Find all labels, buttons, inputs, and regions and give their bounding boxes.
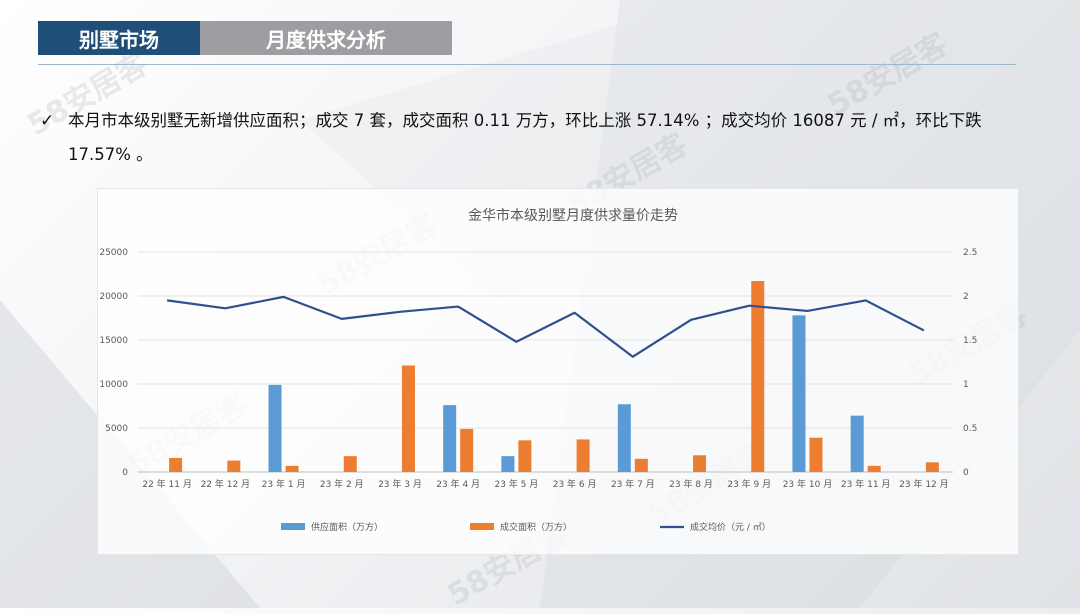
deal-area-bar bbox=[169, 457, 183, 472]
left-tick-label: 25000 bbox=[99, 248, 128, 258]
left-tick-label: 0 bbox=[122, 468, 128, 478]
deal-area-bar bbox=[576, 439, 590, 472]
left-tick-label: 5000 bbox=[105, 424, 128, 434]
supply-bar bbox=[443, 405, 457, 472]
deal-area-bar bbox=[925, 462, 939, 472]
left-axis: 0 5000 10000 15000 20000 25000 bbox=[99, 248, 128, 478]
x-tick-label: 22 年 11 月 bbox=[142, 478, 192, 490]
x-tick-label: 22 年 12 月 bbox=[201, 478, 251, 490]
chart-panel: 金华市本级别墅月度供求量价走势 0 5000 10000 15000 20000 2500… bbox=[97, 188, 1019, 555]
chart: 金华市本级别墅月度供求量价走势 0 5000 10000 15000 20000 2500… bbox=[99, 207, 977, 533]
line-series bbox=[166, 295, 925, 358]
right-tick-label: 1.5 bbox=[963, 336, 977, 346]
left-tick-label: 20000 bbox=[99, 292, 128, 302]
legend-swatch bbox=[281, 523, 305, 530]
tab-villa-market[interactable]: 别墅市场 bbox=[38, 21, 200, 55]
deal-area-bar bbox=[693, 455, 707, 472]
x-tick-label: 23 年 9 月 bbox=[727, 478, 771, 490]
bars bbox=[169, 281, 939, 472]
avg-price-line bbox=[166, 295, 925, 358]
right-tick-label: 0.5 bbox=[963, 424, 977, 434]
x-tick-label: 23 年 11 月 bbox=[841, 478, 891, 490]
check-icon: ✓ bbox=[40, 111, 55, 131]
legend-label: 成交均价（元 / ㎡） bbox=[690, 521, 771, 533]
x-tick-label: 23 年 5 月 bbox=[495, 478, 539, 490]
right-tick-label: 2.5 bbox=[963, 248, 977, 258]
deal-area-bar bbox=[751, 281, 765, 472]
x-tick-label: 23 年 4 月 bbox=[436, 478, 480, 490]
x-tick-label: 23 年 12 月 bbox=[899, 478, 949, 490]
deal-area-bar bbox=[285, 465, 299, 472]
right-axis: 0 0.5 1 1.5 2 2.5 bbox=[963, 248, 977, 478]
supply-bar bbox=[617, 404, 631, 472]
supply-bar bbox=[501, 456, 515, 472]
supply-bar bbox=[792, 315, 806, 472]
deal-area-bar bbox=[460, 428, 474, 472]
deal-area-bar bbox=[343, 456, 357, 472]
left-tick-label: 15000 bbox=[99, 336, 128, 346]
header-tabs: 别墅市场 月度供求分析 bbox=[38, 21, 452, 55]
right-tick-label: 2 bbox=[963, 292, 969, 302]
tab-monthly-analysis[interactable]: 月度供求分析 bbox=[200, 21, 452, 55]
deal-area-bar bbox=[634, 458, 648, 472]
x-tick-label: 23 年 2 月 bbox=[320, 478, 364, 490]
deal-area-bar bbox=[227, 460, 241, 472]
x-tick-label: 23 年 10 月 bbox=[783, 478, 833, 490]
x-tick-label: 23 年 3 月 bbox=[378, 478, 422, 490]
legend-label: 供应面积（万方） bbox=[311, 521, 383, 533]
deal-area-bar bbox=[809, 437, 823, 472]
left-tick-label: 10000 bbox=[99, 380, 128, 390]
header-divider bbox=[38, 64, 1016, 65]
x-axis-labels: 22 年 11 月 22 年 12 月 23 年 1 月 23 年 2 月 23 年 3… bbox=[142, 478, 948, 490]
supply-bar bbox=[850, 415, 864, 472]
right-tick-label: 1 bbox=[963, 380, 969, 390]
legend-swatch bbox=[470, 523, 494, 530]
x-tick-label: 23 年 7 月 bbox=[611, 478, 655, 490]
deal-area-bar bbox=[518, 440, 532, 472]
x-tick-label: 23 年 1 月 bbox=[262, 478, 306, 490]
deal-area-bar bbox=[401, 365, 415, 472]
legend-label: 成交面积（万方） bbox=[500, 521, 572, 533]
deal-area-bar bbox=[867, 465, 881, 472]
x-tick-label: 23 年 6 月 bbox=[553, 478, 597, 490]
grid bbox=[138, 251, 953, 473]
x-tick-label: 23 年 8 月 bbox=[669, 478, 713, 490]
legend: 供应面积（万方） 成交面积（万方） 成交均价（元 / ㎡） bbox=[281, 521, 771, 533]
summary-text: 本月市本级别墅无新增供应面积；成交 7 套，成交面积 0.11 万方，环比上涨 … bbox=[68, 111, 982, 164]
right-tick-label: 0 bbox=[963, 468, 969, 478]
chart-title: 金华市本级别墅月度供求量价走势 bbox=[468, 207, 678, 224]
supply-bar bbox=[268, 384, 282, 472]
